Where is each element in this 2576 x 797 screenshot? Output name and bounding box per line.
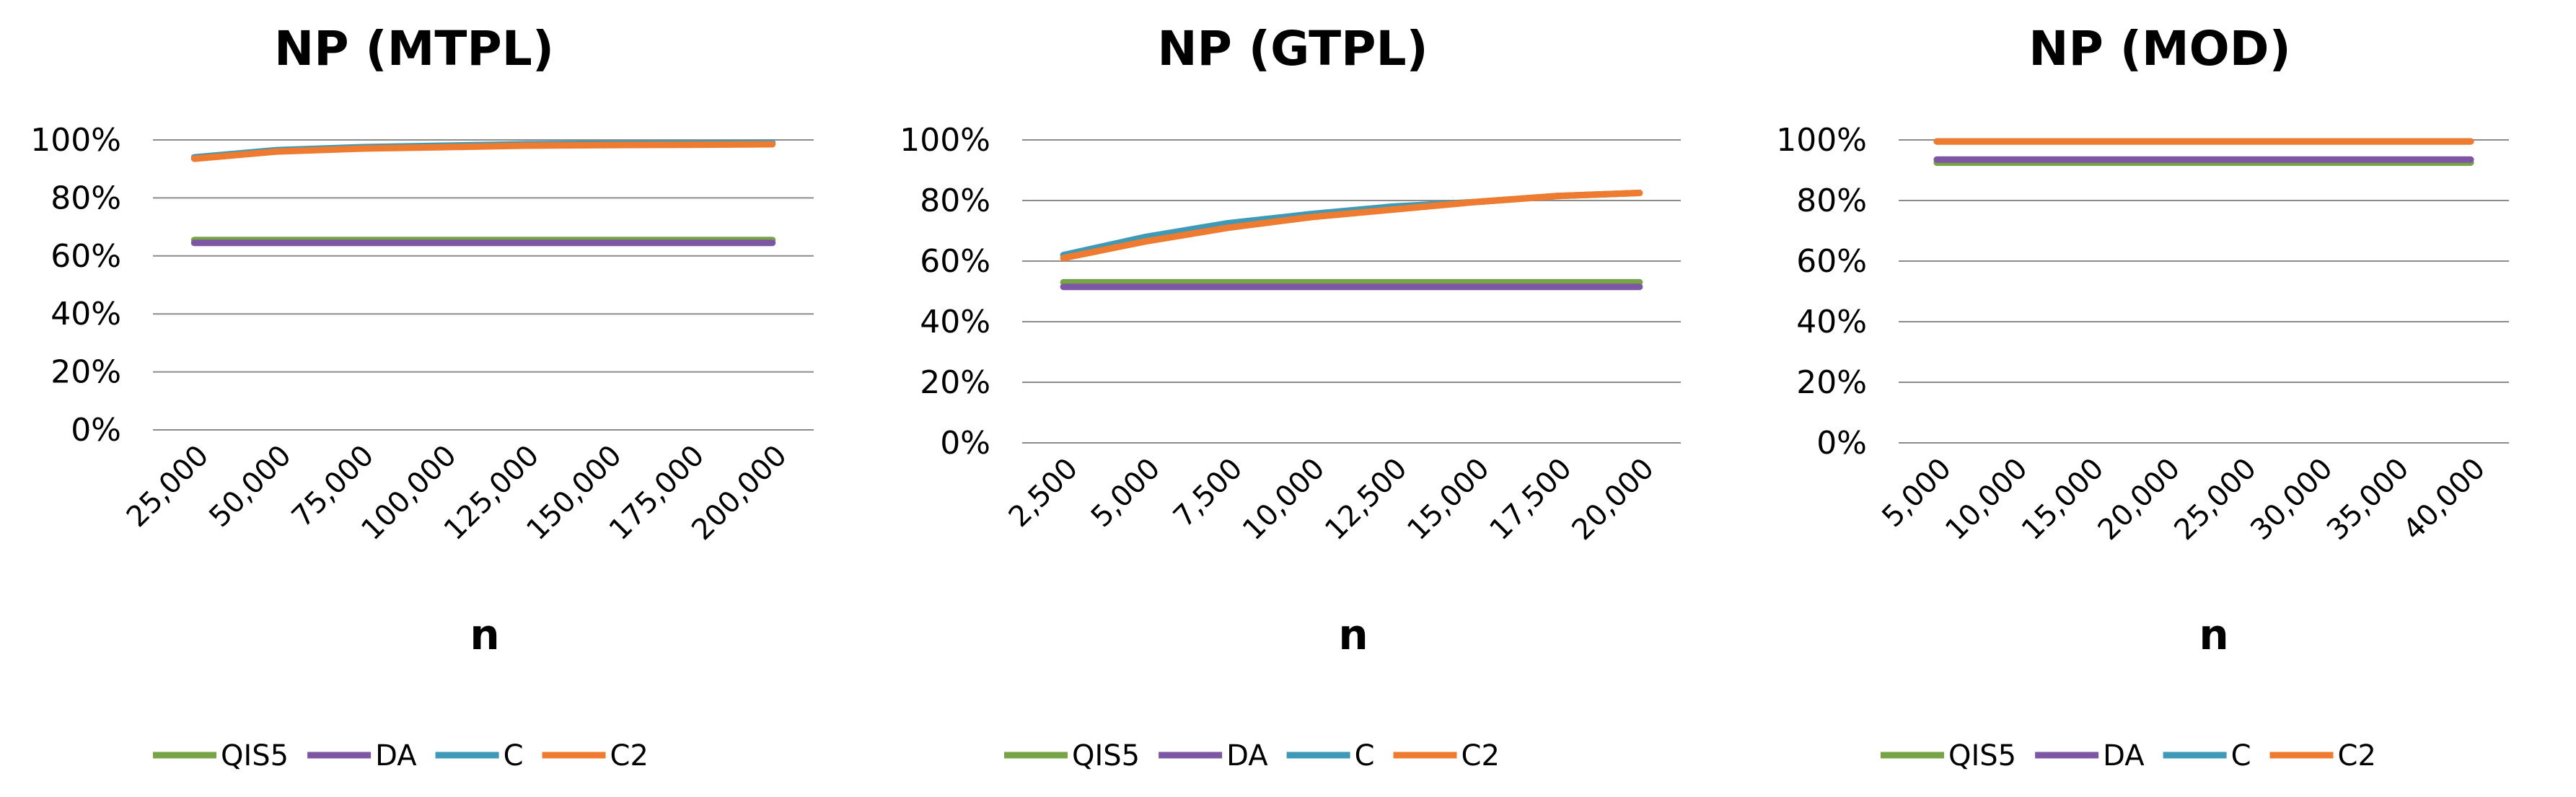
y-tick-label: 60% [1796, 243, 1867, 280]
chart-np-gtpl: NP (GTPL) 0% 20% 40% 60% 80% 100% 2,500 5,000 7,5… [900, 21, 1681, 772]
legend-label-c2: C2 [2338, 739, 2376, 772]
legend-label-c: C [1355, 739, 1375, 772]
y-tick-label: 100% [900, 122, 990, 159]
y-tick-label: 20% [1796, 364, 1867, 401]
chart-title: NP (MTPL) [274, 21, 554, 76]
x-tick-label: 17,500 [1483, 452, 1578, 547]
x-tick-label: 5,000 [1085, 452, 1167, 534]
legend-label-da: DA [1226, 739, 1268, 772]
chart-np-mtpl: NP (MTPL)0%20%40%60%80%100%25,00050,0007… [30, 21, 814, 772]
y-tick-label: 20% [920, 364, 990, 401]
x-tick-label: 12,500 [1319, 452, 1413, 547]
legend-label-da: DA [375, 739, 417, 772]
y-tick-label: 80% [1796, 182, 1867, 219]
x-tick-label: 25,000 [120, 439, 215, 534]
y-tick-label: 100% [30, 122, 121, 159]
x-tick-label: 7,500 [1167, 452, 1249, 534]
x-tick-label: 25,000 [2168, 452, 2262, 547]
x-axis-title: n [470, 610, 499, 659]
x-tick-label: 40,000 [2397, 452, 2492, 547]
y-tick-label: 40% [1796, 304, 1867, 340]
legend-label-c2: C2 [610, 739, 649, 772]
y-tick-label: 80% [920, 182, 990, 219]
chart-np-mod: NP (MOD)0%20%40%60%80%100%5,00010,00015,… [1776, 21, 2509, 772]
y-tick-label: 80% [50, 180, 121, 216]
x-tick-label: 10,000 [1236, 452, 1331, 547]
legend: QIS5 DA C C2 [153, 739, 649, 772]
x-tick-label: 20,000 [2092, 452, 2186, 547]
y-tick-label: 20% [50, 354, 121, 391]
legend: QIS5 DA C C2 [1004, 739, 1500, 772]
y-tick-label: 60% [920, 243, 990, 280]
legend-label-c: C [504, 739, 524, 772]
y-tick-label: 0% [71, 412, 121, 449]
y-tick-label: 40% [920, 304, 990, 340]
legend-label-qis5: QIS5 [221, 739, 289, 772]
series-line-c2 [190, 141, 776, 162]
legend-label-qis5: QIS5 [1072, 739, 1140, 772]
y-tick-label: 0% [940, 425, 990, 462]
y-tick-label: 0% [1816, 425, 1867, 462]
x-tick-label: 10,000 [1939, 452, 2034, 547]
legend-label-qis5: QIS5 [1948, 739, 2016, 772]
legend-label-da: DA [2103, 739, 2145, 772]
x-tick-label: 15,000 [2015, 452, 2110, 547]
series-line-c [1060, 190, 1643, 259]
x-axis-title: n [1338, 610, 1368, 659]
x-tick-label: 30,000 [2244, 452, 2339, 547]
x-tick-label: 50,000 [203, 439, 297, 534]
y-tick-label: 100% [1776, 122, 1867, 159]
y-tick-label: 60% [50, 238, 121, 275]
x-tick-label: 20,000 [1566, 452, 1661, 547]
chart-title: NP (MOD) [2028, 21, 2290, 76]
x-tick-label: 2,500 [1003, 452, 1085, 534]
x-tick-label: 35,000 [2321, 452, 2415, 547]
x-axis-title: n [2199, 610, 2228, 659]
legend: QIS5 DA C C2 [1881, 739, 2376, 772]
legend-label-c: C [2231, 739, 2251, 772]
legend-label-c2: C2 [1461, 739, 1500, 772]
y-tick-label: 40% [50, 296, 121, 333]
x-tick-label: 15,000 [1401, 452, 1495, 547]
chart-title: NP (GTPL) [1157, 21, 1428, 76]
series-line-c2 [1060, 190, 1643, 262]
